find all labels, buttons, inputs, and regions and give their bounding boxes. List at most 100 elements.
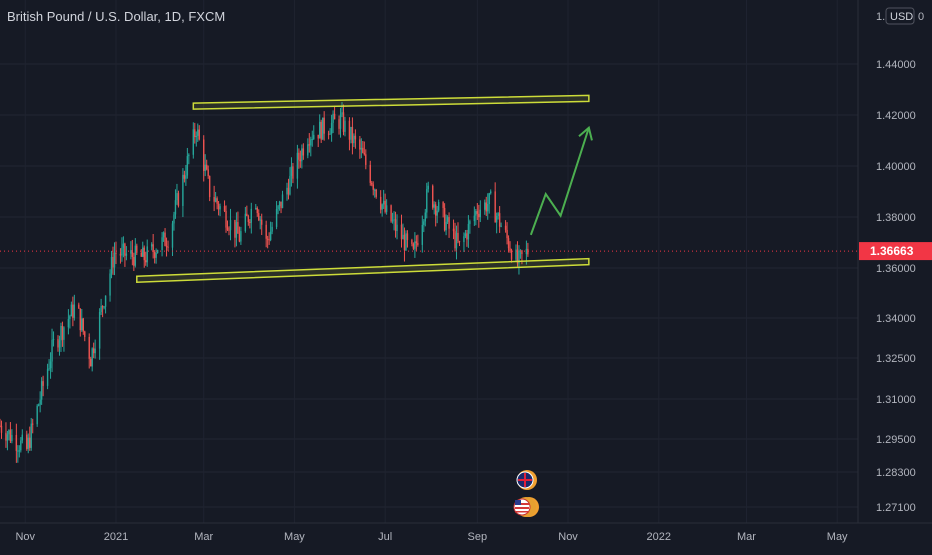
candle-body-down: [521, 250, 523, 255]
candle-body-down: [432, 185, 434, 208]
candle-body-up: [30, 423, 32, 448]
drawings[interactable]: [136, 94, 593, 284]
price-tick-label: 1.29500: [876, 434, 916, 446]
candle-body-down: [90, 358, 92, 367]
candle-body-down: [506, 229, 508, 239]
candle-body-down: [42, 381, 44, 386]
candle-body-up: [353, 135, 355, 144]
candle-body-down: [5, 432, 7, 441]
candle-body-up: [487, 204, 489, 212]
candle-body-down: [442, 202, 444, 208]
event-markers[interactable]: [513, 470, 539, 517]
symbol-title[interactable]: British Pound / U.S. Dollar, 1D, FXCM: [7, 9, 225, 24]
candle-body-up: [197, 129, 199, 136]
candle-body-up: [467, 223, 470, 240]
candle-body-down: [354, 135, 357, 140]
candle-body-up: [134, 245, 137, 266]
candle-body-up: [240, 231, 242, 242]
candle-body-up: [255, 208, 257, 210]
price-tick-label: 1.34000: [876, 313, 916, 325]
candle-body-up: [433, 204, 435, 208]
candle-body-down: [369, 164, 371, 183]
candle-body-down: [299, 159, 302, 162]
candle-body-down: [183, 174, 186, 179]
candle-body-up: [426, 189, 428, 213]
currency-selector-box[interactable]: [885, 7, 915, 25]
currency-selector-label[interactable]: USD: [890, 11, 913, 23]
candle-body-up: [421, 224, 424, 245]
candle-body-up: [414, 241, 416, 249]
candle-body-up: [171, 223, 174, 248]
price-tick-label: 1.42000: [876, 110, 916, 122]
candle-body-down: [443, 207, 446, 231]
candle-body-up: [219, 206, 221, 210]
candle-body-down: [258, 213, 260, 220]
candle-body-up: [109, 273, 111, 296]
us-flag-event-icon[interactable]: [513, 497, 539, 517]
candle-body-up: [278, 201, 281, 207]
candle-body-down: [78, 304, 80, 309]
candle-body-up: [40, 381, 43, 400]
candle-body-up: [360, 147, 363, 150]
candle-body-down: [338, 119, 340, 129]
time-axis[interactable]: Nov 2021 Mar May Jul Sep Nov 2022 Mar May: [15, 531, 848, 543]
candle-body-up: [495, 215, 498, 223]
candle-body-up: [405, 233, 407, 251]
candle-body-up: [281, 194, 284, 208]
candle-body-down: [84, 331, 86, 337]
candle-body-up: [424, 212, 426, 222]
candle-body-up: [423, 221, 425, 225]
price-scale-top-value: 1.: [876, 11, 885, 23]
candle-body-down: [359, 139, 361, 150]
candle-body-up: [445, 221, 447, 231]
candle-body-up: [11, 434, 13, 442]
candle-body-down: [507, 238, 510, 249]
candle-body-down: [198, 129, 200, 140]
candle-body-up: [385, 205, 388, 212]
channel-upper-band[interactable]: [192, 94, 590, 110]
candle-body-up: [69, 316, 71, 319]
candle-body-down: [485, 202, 487, 212]
candle-body-down: [194, 129, 196, 138]
price-tick-label: 1.38000: [876, 212, 916, 224]
candle-body-up: [330, 122, 333, 134]
candle-body-up: [91, 348, 93, 367]
candle-body-down: [412, 243, 415, 249]
candle-body-up: [17, 450, 19, 452]
candle-body-up: [39, 399, 41, 405]
candle-body-down: [234, 219, 236, 238]
channel-lower-band[interactable]: [136, 257, 590, 284]
candle-body-up: [142, 247, 144, 257]
candle-body-up: [36, 405, 38, 425]
candle-body-down: [246, 213, 248, 217]
candle-body-down: [308, 144, 310, 146]
candle-body-up: [18, 450, 21, 452]
projection-arrow-head[interactable]: [578, 125, 593, 141]
candle-body-down: [177, 193, 180, 206]
candle-body-up: [479, 209, 482, 218]
candle-body-down: [256, 208, 258, 214]
candle-body-down: [32, 423, 34, 425]
projection-arrow-path[interactable]: [529, 127, 590, 236]
candle-body-up: [125, 253, 128, 256]
candle-body-down: [415, 241, 418, 244]
candle-body-down: [448, 217, 450, 229]
candle-body-down: [136, 245, 138, 253]
time-tick-label: May: [827, 531, 848, 543]
candle-body-up: [339, 114, 342, 129]
uk-flag-event-icon[interactable]: [516, 470, 537, 490]
candle-body-up: [490, 191, 492, 194]
candle-body-down: [131, 250, 134, 257]
candle-body-up: [173, 214, 175, 224]
candle-body-up: [463, 236, 465, 243]
candle-body-down: [302, 148, 305, 156]
candle-body-up: [393, 219, 395, 221]
price-scale[interactable]: 1. USD 0 1.44000 1.42000 1.40000 1.38000 1.3…: [859, 7, 932, 514]
candle-body-up: [67, 318, 70, 328]
candle-body-down: [225, 210, 227, 228]
candle-body-up: [51, 339, 53, 362]
candle-body-down: [390, 205, 392, 222]
candle-body-up: [81, 318, 83, 331]
